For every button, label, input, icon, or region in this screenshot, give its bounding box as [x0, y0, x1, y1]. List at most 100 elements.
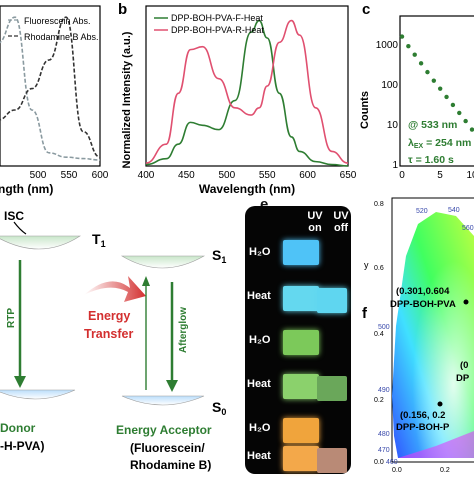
col-header-uv-off-line2: off [333, 222, 349, 234]
col-header-uv-on-line2: on [308, 222, 322, 234]
series-line-1 [145, 19, 349, 164]
panel-a: Fluorescein Abs. Rhodamine B Abs. 500 55… [0, 0, 110, 196]
donor-s0-well [0, 389, 76, 400]
cie-point-blue [437, 401, 443, 407]
pc-ytick: 1000 [376, 40, 399, 51]
decay-point [437, 86, 443, 91]
swatch-orange-heat-off [317, 448, 347, 473]
t1-label: T1 [92, 231, 106, 249]
swatch-cyan-on [283, 240, 319, 265]
cie-point-blue-label: DPP-BOH-P [396, 422, 450, 433]
pc-xtick: 0 [399, 170, 405, 181]
acceptor-s0-well [121, 395, 205, 406]
series-line-0 [145, 19, 349, 167]
panel-b-curves [145, 19, 349, 167]
swatch-orange-heat-on [283, 446, 319, 471]
legend-r-heat: DPP-BOH-PVA-R-Heat [171, 25, 264, 35]
decay-point [450, 102, 456, 108]
excitation-arrowhead [142, 276, 150, 286]
decay-point [457, 110, 462, 116]
pb-xtick: 400 [138, 170, 155, 181]
cie-wl: 470 [378, 447, 390, 454]
s0-label: S0 [212, 399, 226, 417]
cie-frame [391, 197, 474, 463]
cie-wl: 490 [378, 387, 390, 394]
energy-transfer-label: Energy [88, 309, 130, 323]
panel-b-letter: b [118, 1, 127, 18]
col-header-uv-off: UV off [329, 210, 353, 234]
series-line-0 [0, 16, 101, 161]
decay-point [418, 61, 424, 66]
pc-ytick: 10 [387, 120, 399, 131]
panel-b-frame [145, 5, 349, 167]
donor-sub: -H-PVA) [0, 439, 44, 453]
decay-point [425, 69, 430, 75]
cie-xtick: 0.2 [440, 467, 450, 474]
panel-f-letter: f [362, 305, 368, 322]
cie-point-green-coord: (0.301,0.604 [396, 286, 450, 297]
swatch-green-on [283, 330, 319, 355]
panel-c-points [399, 34, 474, 132]
cie-ytick: 0.6 [374, 265, 384, 272]
pa-xtick-500: 500 [30, 170, 47, 181]
row-label: H₂O [249, 422, 271, 434]
pb-xtick: 600 [299, 170, 316, 181]
pa-xtick-600: 600 [92, 170, 109, 181]
pc-ytick: 100 [381, 80, 398, 91]
cie-wl: 500 [378, 324, 390, 331]
panel-d-diagram: ISC T1 RTP Donor -H-PVA) Energy Transfer… [0, 209, 226, 472]
pb-xtick: 450 [178, 170, 195, 181]
cie-ytick: 0.4 [374, 331, 384, 338]
cie-purple [398, 431, 474, 458]
panel-c-frame [399, 15, 474, 167]
panel-f: f 520 540 560 500 490 480 470 460 0.8 0.… [356, 196, 474, 474]
pc-annot-tau: τ = 1.60 s [408, 154, 454, 166]
cie-white [392, 212, 474, 458]
pb-xtick: 550 [259, 170, 276, 181]
decay-point [406, 43, 411, 49]
swatch-orange-on [283, 418, 319, 443]
panel-c: c Counts 1000 100 10 1 0 5 10 @ 533 nm λ… [358, 0, 474, 196]
col-header-uv-on: UV on [303, 210, 327, 234]
cie-ytick: 0.8 [374, 201, 384, 208]
cie-wl: 480 [378, 431, 390, 438]
legend-fluorescein: Fluorescein Abs. [24, 16, 91, 26]
panel-b: b Normalized Intensity (a.u.) DPP-BOH-PV… [112, 0, 358, 196]
cie-wl: 560 [462, 225, 474, 232]
cie-point-blue-coord: (0.156, 0.2 [400, 410, 445, 421]
rtp-arrowhead [14, 376, 26, 388]
pc-annot-wavelength: @ 533 nm [408, 119, 457, 131]
s1-label: S1 [212, 247, 226, 265]
cie-point-red-coord: (0 [460, 360, 468, 371]
cie-point-red-label: DP [456, 373, 470, 384]
row-label: Heat [247, 378, 271, 390]
panel-b-chart: b Normalized Intensity (a.u.) DPP-BOH-PV… [118, 1, 357, 196]
cie-wl: 460 [386, 459, 398, 466]
decay-point [469, 127, 474, 132]
legend-f-heat: DPP-BOH-PVA-F-Heat [171, 13, 263, 23]
cie-y-axis: y [364, 260, 369, 270]
decay-point [463, 118, 468, 124]
pb-ylabel: Normalized Intensity (a.u.) [121, 31, 133, 168]
pc-ytick: 1 [392, 160, 398, 171]
panel-c-chart: c Counts 1000 100 10 1 0 5 10 @ 533 nm λ… [359, 1, 474, 181]
pc-xtick: 5 [437, 170, 443, 181]
acceptor-label: Energy Acceptor [116, 423, 212, 437]
pb-xtick: 650 [340, 170, 357, 181]
row-label: Heat [247, 290, 271, 302]
cie-point-green-label: DPP-BOH-PVA [390, 299, 456, 310]
panel-e-letter: e [260, 196, 269, 213]
panel-a-frame [0, 5, 101, 167]
panel-a-curves [0, 16, 101, 161]
swatch-cyan-heat-off [317, 288, 347, 313]
row-label: H₂O [249, 334, 271, 346]
acceptor-sub1: (Fluorescein/ [130, 441, 205, 455]
swatch-green-heat-on [283, 374, 319, 399]
series-line-1 [0, 16, 101, 158]
swatch-cyan-heat-on [283, 286, 319, 311]
row-label: H₂O [249, 246, 271, 258]
panel-e-photo: UV on UV off H₂O Heat H₂O Heat H₂O Heat [245, 206, 351, 474]
panel-f-cie: f 520 540 560 500 490 480 470 460 0.8 0.… [362, 197, 474, 474]
pa-xlabel: ngth (nm) [0, 182, 53, 196]
isc-label: ISC [4, 209, 24, 223]
